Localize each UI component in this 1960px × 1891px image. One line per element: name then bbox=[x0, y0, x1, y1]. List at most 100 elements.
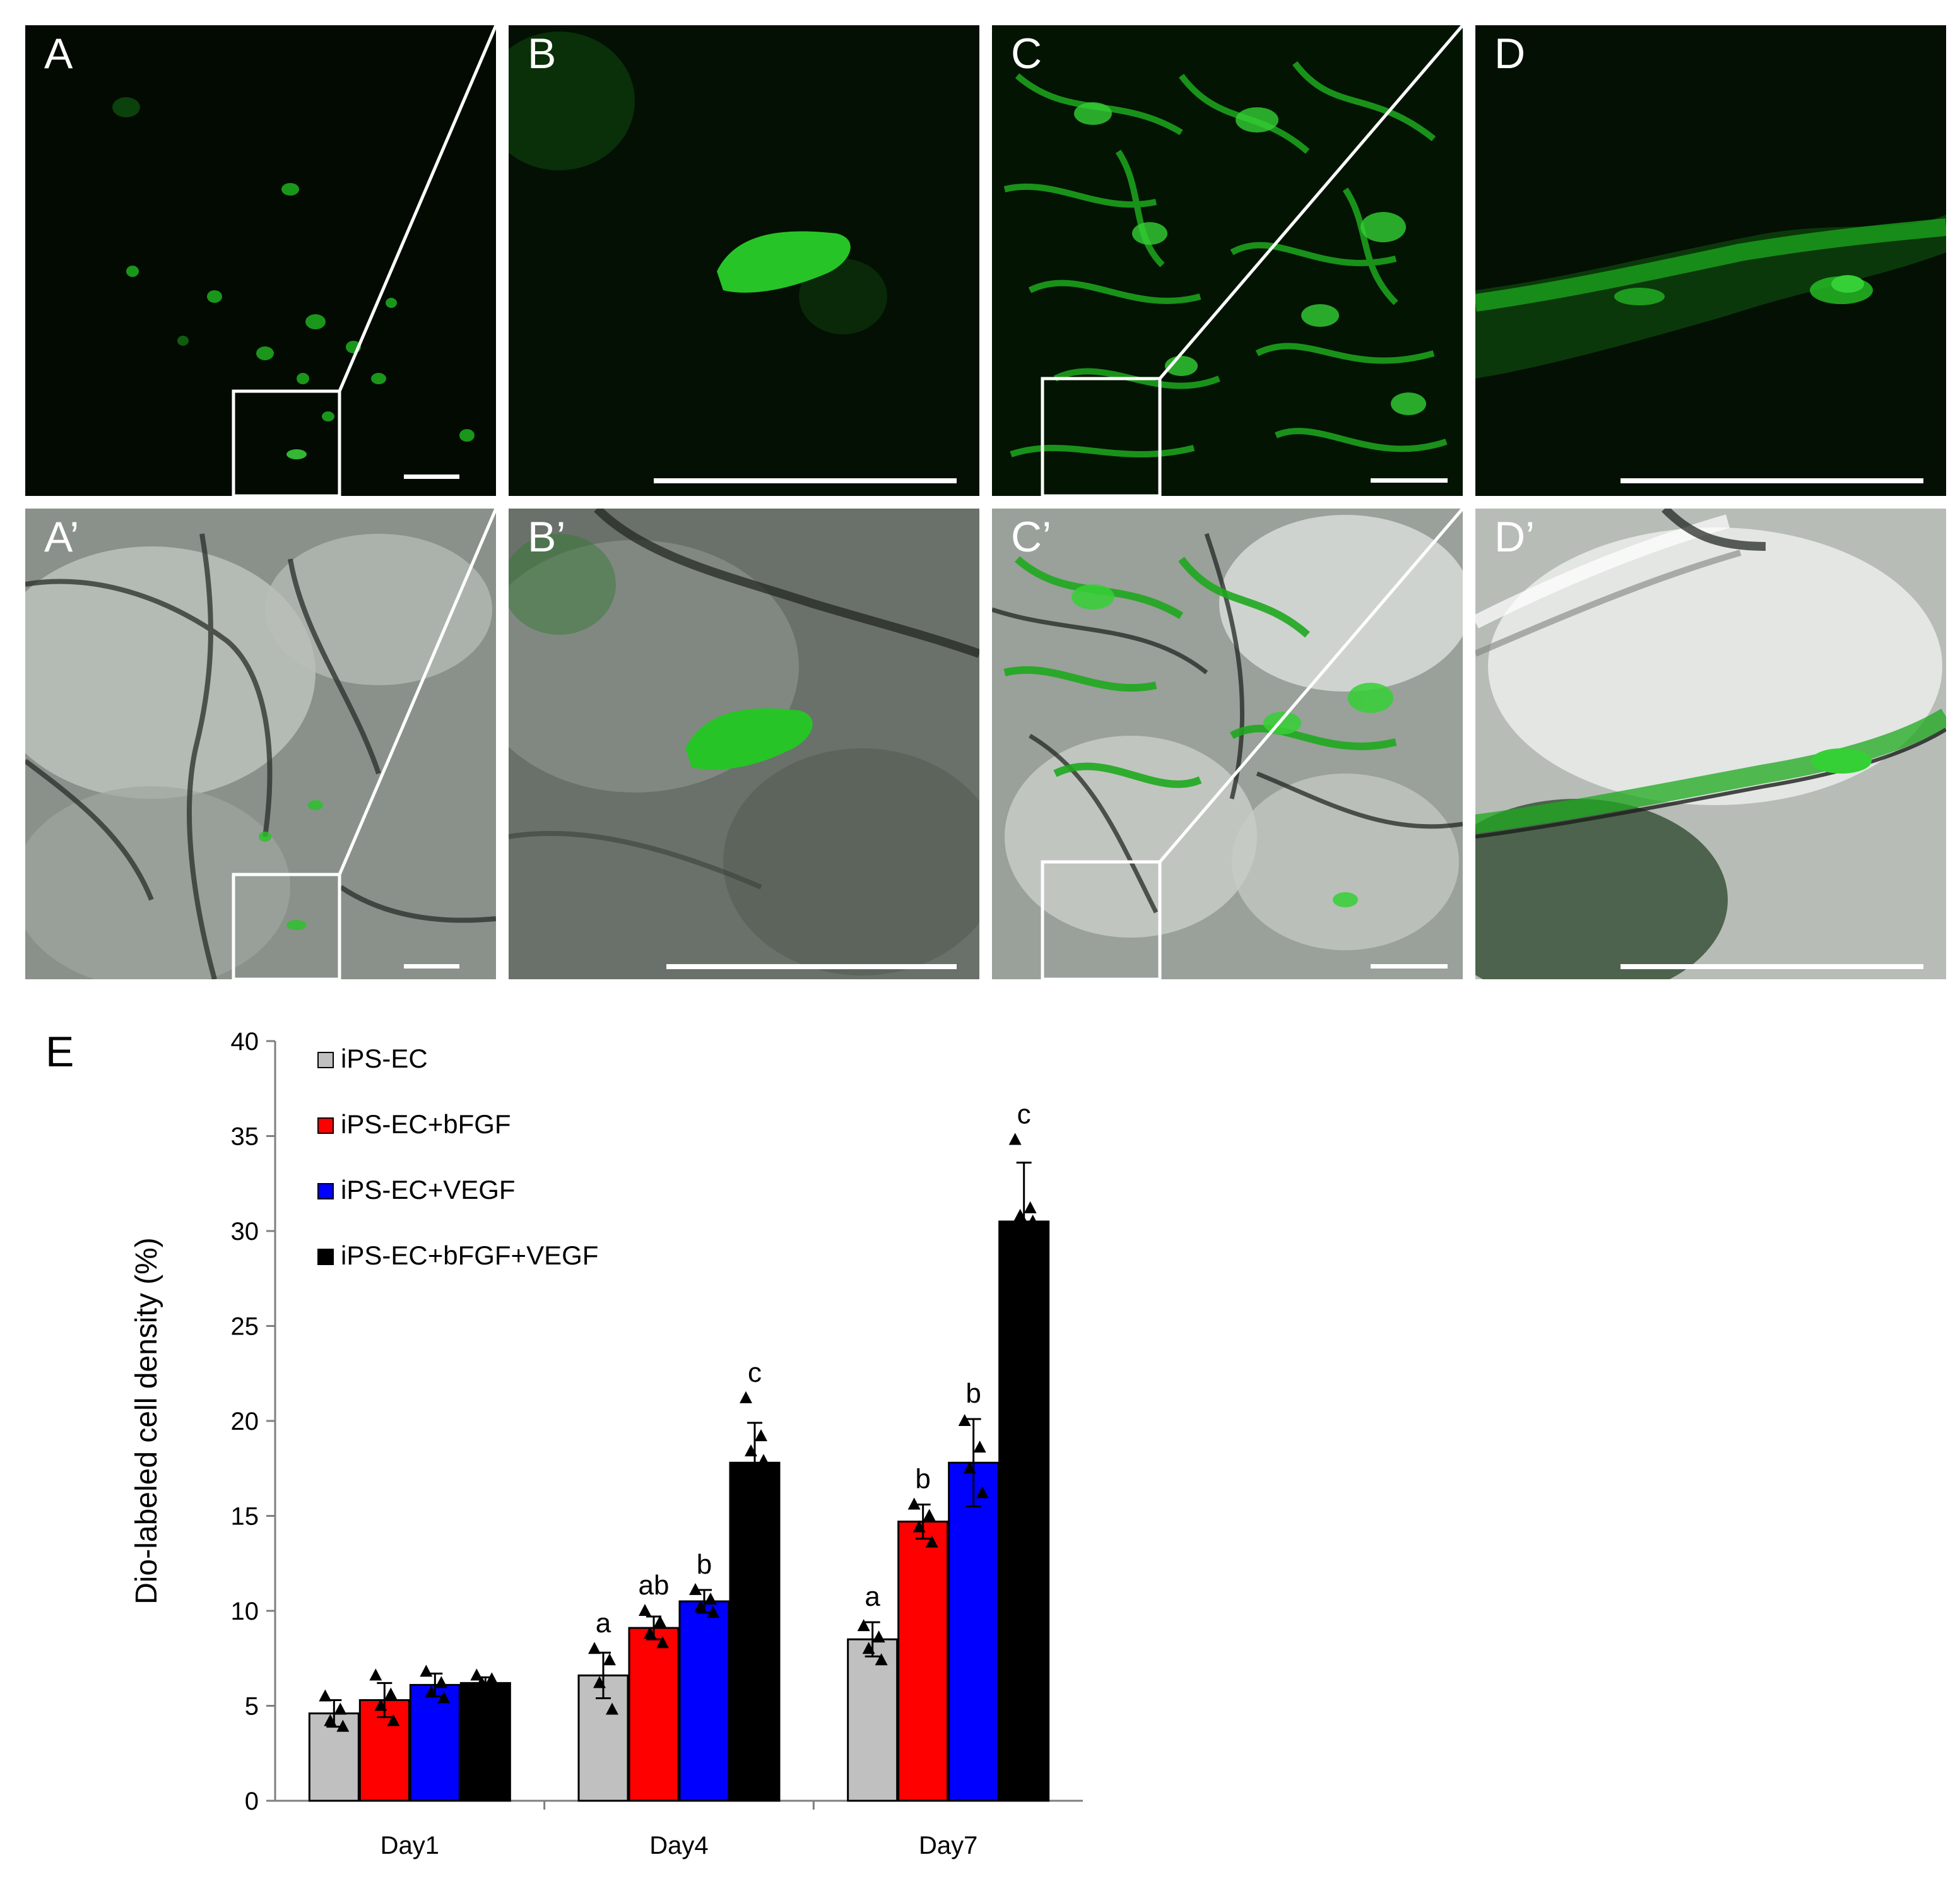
panel-a-image bbox=[25, 25, 496, 496]
data-point bbox=[689, 1582, 702, 1595]
data-point bbox=[470, 1668, 483, 1681]
bar bbox=[998, 1220, 1050, 1802]
bar bbox=[897, 1521, 949, 1802]
panel-a: A bbox=[25, 25, 496, 496]
data-point bbox=[485, 1672, 499, 1685]
significance-letter: b bbox=[965, 1378, 981, 1409]
data-point bbox=[437, 1691, 451, 1704]
panel-e-label: E bbox=[45, 1028, 74, 1076]
data-point bbox=[745, 1444, 757, 1457]
legend-swatch bbox=[317, 1117, 334, 1134]
panel-d-prime-label: D’ bbox=[1494, 513, 1535, 561]
panel-b-prime-image bbox=[509, 509, 979, 979]
y-tick-label: 15 bbox=[231, 1503, 259, 1531]
data-point bbox=[420, 1664, 433, 1677]
data-point bbox=[384, 1687, 398, 1700]
y-tick-label: 40 bbox=[231, 1028, 259, 1056]
data-point bbox=[912, 1520, 926, 1533]
y-tick-label: 25 bbox=[231, 1313, 259, 1341]
data-point bbox=[593, 1676, 606, 1688]
data-point bbox=[1026, 1214, 1039, 1227]
panel-a-prime-label: A’ bbox=[44, 513, 80, 561]
y-tick-label: 20 bbox=[231, 1408, 259, 1435]
data-point bbox=[334, 1702, 347, 1715]
panel-d-prime-image bbox=[1475, 509, 1946, 979]
bar bbox=[628, 1627, 680, 1802]
bar bbox=[459, 1682, 511, 1802]
data-point bbox=[862, 1642, 875, 1654]
panel-b-label: B bbox=[528, 30, 557, 78]
panel-c: C bbox=[992, 25, 1463, 496]
data-point bbox=[639, 1604, 651, 1616]
panel-c-prime: C’ bbox=[992, 509, 1463, 979]
data-point bbox=[963, 1461, 976, 1474]
bar bbox=[308, 1712, 360, 1802]
data-point bbox=[757, 1454, 770, 1466]
data-point bbox=[425, 1685, 438, 1698]
chart-e: E 0 5 10 15 20 25 30 35 40 Dio-labeled cell densit… bbox=[0, 997, 1136, 1888]
bar bbox=[729, 1461, 781, 1802]
data-point bbox=[923, 1509, 936, 1521]
bar bbox=[847, 1638, 899, 1802]
x-tick-label: Day1 bbox=[381, 1832, 439, 1859]
data-point bbox=[872, 1630, 885, 1643]
data-point bbox=[976, 1486, 989, 1499]
y-tick-label: 10 bbox=[231, 1598, 259, 1625]
data-point bbox=[707, 1606, 719, 1618]
data-point bbox=[958, 1414, 971, 1426]
panel-d-image bbox=[1475, 25, 1946, 496]
panel-d-prime: D’ bbox=[1475, 509, 1946, 979]
data-point bbox=[324, 1714, 337, 1726]
significance-letter: b bbox=[915, 1463, 930, 1494]
y-axis-label: Dio-labeled cell density (%) bbox=[130, 1237, 163, 1605]
data-point bbox=[644, 1627, 656, 1639]
significance-letter: c bbox=[1017, 1099, 1031, 1130]
data-point bbox=[606, 1702, 618, 1715]
data-point bbox=[857, 1619, 870, 1632]
data-point bbox=[1013, 1208, 1027, 1221]
data-point bbox=[488, 1680, 501, 1692]
chart-e-svg: E 0 5 10 15 20 25 30 35 40 Dio-labeled cell densit… bbox=[45, 1028, 1083, 1859]
data-point bbox=[435, 1676, 448, 1688]
bar bbox=[678, 1600, 730, 1802]
data-point bbox=[336, 1719, 350, 1732]
data-point bbox=[588, 1642, 601, 1654]
y-tick-label: 5 bbox=[245, 1693, 259, 1721]
legend-label: iPS-EC+bFGF bbox=[341, 1109, 511, 1139]
significance-letter: a bbox=[865, 1581, 880, 1612]
legend-label: iPS-EC+bFGF+VEGF bbox=[341, 1240, 598, 1270]
panel-b: B bbox=[509, 25, 979, 496]
legend-swatch bbox=[317, 1249, 334, 1265]
data-point bbox=[755, 1429, 767, 1442]
data-point bbox=[1008, 1133, 1022, 1145]
data-point bbox=[907, 1497, 921, 1510]
panel-d: D bbox=[1475, 25, 1946, 496]
panel-c-prime-label: C’ bbox=[1011, 513, 1052, 561]
panel-c-label: C bbox=[1011, 30, 1042, 78]
data-point bbox=[654, 1615, 666, 1628]
panel-a-label: A bbox=[44, 30, 73, 78]
panel-b-prime-label: B’ bbox=[528, 513, 566, 561]
y-tick-label: 30 bbox=[231, 1218, 259, 1246]
legend-label: iPS-EC bbox=[341, 1044, 428, 1073]
data-point bbox=[369, 1668, 382, 1681]
legend-label: iPS-EC+VEGF bbox=[341, 1175, 516, 1205]
data-point bbox=[374, 1699, 387, 1711]
significance-letter: c bbox=[748, 1357, 762, 1388]
panel-b-image bbox=[509, 25, 979, 496]
legend-swatch bbox=[317, 1183, 334, 1199]
significance-letter: b bbox=[697, 1549, 712, 1580]
x-tick-label: Day4 bbox=[649, 1832, 708, 1859]
panel-c-image bbox=[992, 25, 1463, 496]
panel-d-label: D bbox=[1494, 30, 1526, 78]
y-tick-label: 0 bbox=[245, 1788, 259, 1815]
data-point bbox=[694, 1599, 707, 1612]
data-point bbox=[1024, 1201, 1037, 1213]
data-point bbox=[740, 1391, 752, 1403]
panel-a-prime: A’ bbox=[25, 509, 496, 979]
data-point bbox=[387, 1714, 400, 1726]
data-point bbox=[704, 1592, 717, 1605]
panel-a-prime-image bbox=[25, 509, 496, 979]
significance-letter: ab bbox=[639, 1570, 670, 1601]
data-point bbox=[875, 1653, 888, 1666]
